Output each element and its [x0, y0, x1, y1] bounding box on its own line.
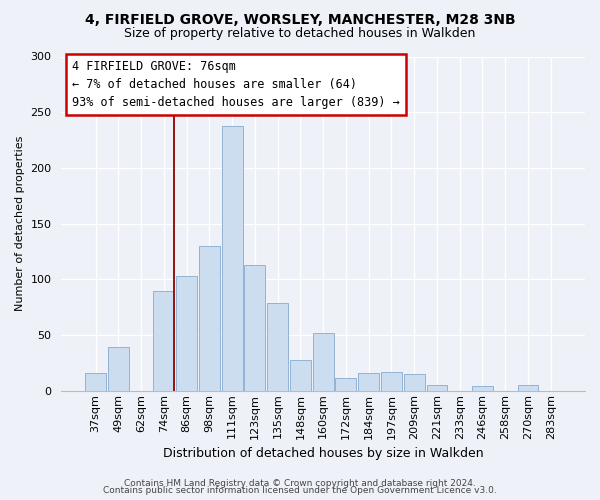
- X-axis label: Distribution of detached houses by size in Walkden: Distribution of detached houses by size …: [163, 447, 484, 460]
- Bar: [199, 246, 220, 391]
- Bar: [518, 386, 538, 391]
- Bar: [404, 374, 425, 391]
- Text: 4 FIRFIELD GROVE: 76sqm
← 7% of detached houses are smaller (64)
93% of semi-det: 4 FIRFIELD GROVE: 76sqm ← 7% of detached…: [72, 60, 400, 109]
- Bar: [176, 276, 197, 391]
- Bar: [427, 386, 448, 391]
- Bar: [154, 290, 175, 391]
- Bar: [244, 265, 265, 391]
- Y-axis label: Number of detached properties: Number of detached properties: [15, 136, 25, 312]
- Text: 4, FIRFIELD GROVE, WORSLEY, MANCHESTER, M28 3NB: 4, FIRFIELD GROVE, WORSLEY, MANCHESTER, …: [85, 12, 515, 26]
- Bar: [85, 373, 106, 391]
- Text: Contains HM Land Registry data © Crown copyright and database right 2024.: Contains HM Land Registry data © Crown c…: [124, 478, 476, 488]
- Bar: [381, 372, 402, 391]
- Bar: [358, 373, 379, 391]
- Bar: [222, 126, 242, 391]
- Bar: [290, 360, 311, 391]
- Bar: [108, 348, 129, 391]
- Bar: [335, 378, 356, 391]
- Bar: [313, 333, 334, 391]
- Text: Contains public sector information licensed under the Open Government Licence v3: Contains public sector information licen…: [103, 486, 497, 495]
- Bar: [267, 303, 288, 391]
- Text: Size of property relative to detached houses in Walkden: Size of property relative to detached ho…: [124, 28, 476, 40]
- Bar: [472, 386, 493, 391]
